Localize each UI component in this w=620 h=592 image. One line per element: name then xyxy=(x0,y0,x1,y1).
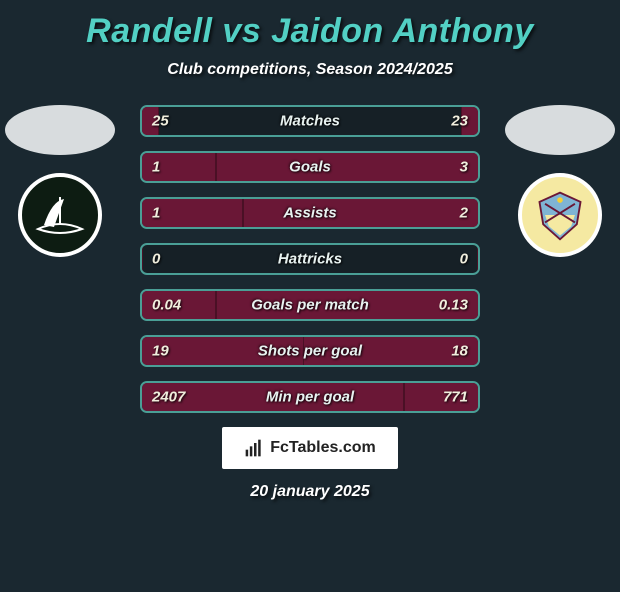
plymouth-crest-icon xyxy=(30,185,90,245)
burnley-crest-icon xyxy=(532,187,588,243)
left-player-column xyxy=(0,105,120,257)
stat-row: 0.04 0.13 Goals per match xyxy=(140,289,480,321)
footer-date: 20 january 2025 xyxy=(0,483,620,501)
stat-row: 1 2 Assists xyxy=(140,197,480,229)
stat-value-left: 0.04 xyxy=(152,297,181,314)
chart-icon xyxy=(244,438,264,458)
left-player-avatar xyxy=(5,105,115,155)
right-team-crest xyxy=(518,173,602,257)
right-player-column xyxy=(500,105,620,257)
stat-value-left: 1 xyxy=(152,205,160,222)
stat-value-right: 18 xyxy=(451,343,468,360)
stat-value-left: 1 xyxy=(152,159,160,176)
bar-fill-right xyxy=(243,199,478,227)
stat-row: 25 23 Matches xyxy=(140,105,480,137)
left-team-crest xyxy=(18,173,102,257)
footer-logo-text: FcTables.com xyxy=(270,439,376,457)
subtitle: Club competitions, Season 2024/2025 xyxy=(0,61,620,79)
stat-label: Hattricks xyxy=(278,251,342,268)
stat-label: Goals per match xyxy=(251,297,369,314)
stat-value-right: 2 xyxy=(460,205,468,222)
stat-value-left: 0 xyxy=(152,251,160,268)
stat-row: 2407 771 Min per goal xyxy=(140,381,480,413)
bar-fill-right xyxy=(477,245,478,273)
bar-fill-right xyxy=(216,153,478,181)
stat-value-right: 771 xyxy=(443,389,468,406)
stat-label: Shots per goal xyxy=(258,343,362,360)
stat-label: Min per goal xyxy=(266,389,354,406)
stat-value-left: 19 xyxy=(152,343,169,360)
stat-value-right: 0 xyxy=(460,251,468,268)
stat-label: Matches xyxy=(280,113,340,130)
stat-value-right: 3 xyxy=(460,159,468,176)
right-player-avatar xyxy=(505,105,615,155)
stat-label: Assists xyxy=(283,205,336,222)
stat-label: Goals xyxy=(289,159,331,176)
stat-row: 19 18 Shots per goal xyxy=(140,335,480,367)
stat-value-left: 2407 xyxy=(152,389,185,406)
page-title: Randell vs Jaidon Anthony xyxy=(0,12,620,51)
stat-value-right: 23 xyxy=(451,113,468,130)
comparison-content: 25 23 Matches 1 3 Goals 1 2 Assists 0 0 Hattricks 0.… xyxy=(0,105,620,413)
stat-row: 1 3 Goals xyxy=(140,151,480,183)
stat-value-right: 0.13 xyxy=(439,297,468,314)
stat-row: 0 0 Hattricks xyxy=(140,243,480,275)
bar-fill-left xyxy=(142,245,143,273)
comparison-bars: 25 23 Matches 1 3 Goals 1 2 Assists 0 0 Hattricks 0.… xyxy=(140,105,480,413)
stat-value-left: 25 xyxy=(152,113,169,130)
footer-logo: FcTables.com xyxy=(222,427,398,469)
